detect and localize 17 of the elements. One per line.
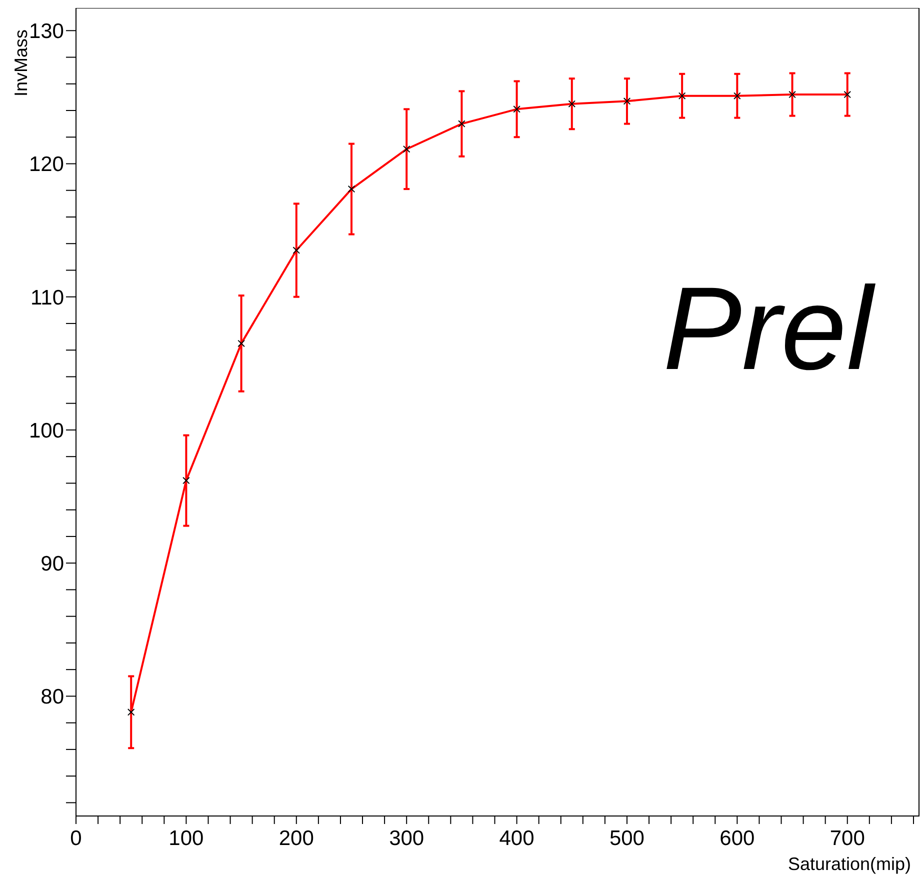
x-tick-label: 400 — [499, 826, 534, 850]
y-tick-label: 80 — [40, 686, 64, 709]
x-tick-label: 500 — [609, 826, 645, 850]
x-tick-label: 100 — [168, 826, 204, 850]
y-tick-label: 100 — [28, 419, 64, 442]
y-tick-label: 90 — [40, 552, 64, 576]
y-axis-title: InvMass — [10, 29, 31, 97]
y-tick-label: 130 — [28, 20, 64, 44]
y-tick-label: 110 — [30, 286, 64, 310]
x-tick-label: 200 — [278, 826, 314, 850]
y-tick-label: 120 — [28, 153, 64, 176]
x-axis-title: Saturation(mip) — [788, 854, 911, 874]
x-tick-label: 0 — [70, 826, 82, 850]
x-tick-label: 700 — [830, 826, 865, 850]
x-tick-label: 600 — [720, 826, 755, 850]
annotation: Prel — [663, 263, 873, 395]
x-tick-label: 300 — [389, 826, 424, 850]
